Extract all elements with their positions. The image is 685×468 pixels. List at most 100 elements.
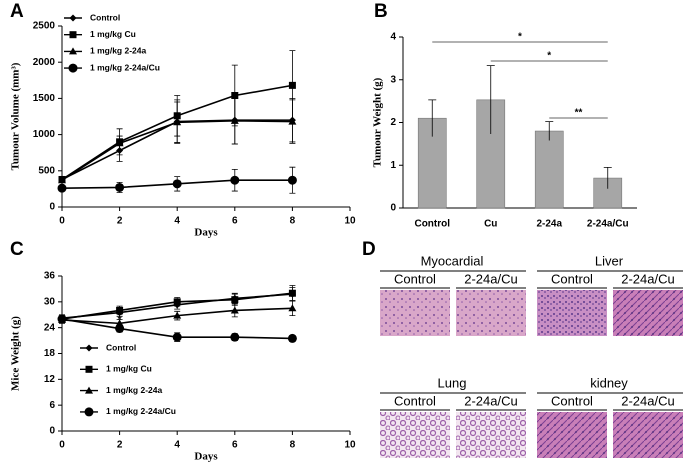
y-tick-label: 36	[44, 271, 56, 282]
group-label: Control	[394, 393, 436, 408]
histology-image	[613, 290, 683, 336]
marker	[288, 117, 297, 125]
legend-marker	[85, 365, 93, 373]
marker	[172, 332, 182, 342]
x-tick-label: Control	[414, 219, 450, 230]
group-label: 2-24a/Cu	[464, 271, 517, 286]
x-tick-label: 0	[59, 440, 65, 451]
y-tick-label: 500	[38, 165, 55, 176]
marker	[288, 289, 296, 297]
group-label: Control	[394, 271, 436, 286]
marker	[173, 298, 181, 306]
marker	[230, 306, 239, 314]
marker	[116, 306, 124, 314]
marker	[231, 92, 239, 100]
error-bar	[603, 166, 612, 189]
panel-label: B	[374, 1, 388, 22]
y-tick-label: 0	[49, 426, 55, 437]
histology-image	[380, 290, 450, 336]
marker	[115, 139, 124, 147]
x-tick-label: 4	[174, 216, 180, 227]
error-bar	[545, 121, 554, 141]
legend-marker	[69, 14, 77, 22]
significance-label: **	[575, 108, 583, 119]
y-tick-label: 2000	[33, 57, 56, 68]
tissue-label: Lung	[438, 375, 467, 390]
y-axis-label: Tumour Weight (g)	[372, 77, 384, 167]
legend-marker	[69, 31, 77, 39]
y-tick-label: 30	[44, 296, 56, 307]
legend-marker	[85, 344, 93, 352]
x-tick-label: 8	[290, 216, 296, 227]
histology-image	[613, 412, 683, 458]
x-tick-label: 0	[59, 216, 65, 227]
legend-marker	[69, 47, 77, 55]
marker	[57, 183, 67, 193]
x-tick-label: 2	[117, 440, 123, 451]
y-tick-label: 2500	[33, 21, 56, 32]
y-tick-label: 24	[44, 322, 56, 333]
x-tick-label: 8	[290, 440, 296, 451]
y-tick-label: 1	[390, 160, 396, 171]
histology-image	[537, 290, 607, 336]
panel-label: D	[362, 239, 376, 260]
y-axis-label: Mice Weight (g)	[10, 316, 22, 391]
legend-label: 1 mg/kg 2-24a/Cu	[106, 406, 176, 416]
group-label: 2-24a/Cu	[464, 393, 517, 408]
x-tick-label: 6	[232, 440, 238, 451]
marker	[115, 182, 125, 192]
tissue-label: Liver	[595, 253, 624, 268]
group-label: Control	[551, 393, 593, 408]
legend-label: 1 mg/kg Cu	[90, 29, 136, 39]
group-label: Control	[551, 271, 593, 286]
legend-label: 1 mg/kg 2-24a	[106, 385, 162, 395]
y-tick-label: 6	[49, 400, 55, 411]
marker	[288, 81, 296, 89]
panel-label: C	[10, 239, 24, 260]
x-tick-label: 10	[344, 440, 356, 451]
legend-marker	[68, 63, 78, 73]
y-tick-label: 18	[44, 348, 56, 359]
marker	[173, 311, 182, 319]
annotation: *	[118, 315, 122, 326]
x-tick-label: 6	[232, 216, 238, 227]
tissue-label: Myocardial	[421, 253, 484, 268]
x-tick-label: Cu	[484, 219, 497, 230]
marker	[173, 118, 182, 126]
significance-label: *	[518, 32, 522, 43]
legend-label: Control	[90, 12, 120, 22]
panel-label: A	[10, 1, 24, 22]
marker	[287, 333, 297, 343]
histology-image	[537, 412, 607, 458]
marker	[58, 176, 66, 184]
y-tick-label: 1500	[33, 93, 56, 104]
marker	[288, 304, 297, 312]
legend-label: Control	[106, 342, 136, 352]
group-label: 2-24a/Cu	[621, 271, 674, 286]
legend-marker	[85, 386, 93, 394]
significance-label: *	[547, 51, 551, 62]
y-tick-label: 3	[390, 74, 396, 85]
y-tick-label: 4	[390, 32, 396, 43]
y-tick-label: 1000	[33, 129, 56, 140]
histology-image	[456, 290, 526, 336]
x-tick-label: 2-24a/Cu	[587, 219, 629, 230]
bar	[534, 130, 564, 209]
x-tick-label: 2	[117, 216, 123, 227]
y-tick-label: 0	[390, 203, 396, 214]
marker	[115, 324, 125, 334]
y-tick-label: 0	[49, 202, 55, 213]
tissue-label: kidney	[590, 375, 628, 390]
marker	[230, 175, 240, 185]
marker	[231, 296, 239, 304]
error-bar	[486, 65, 495, 135]
error-bar	[428, 99, 437, 137]
x-tick-label: 4	[174, 440, 180, 451]
marker	[287, 175, 297, 185]
group-label: 2-24a/Cu	[621, 393, 674, 408]
y-tick-label: 2	[390, 117, 396, 128]
x-tick-label: 10	[344, 216, 356, 227]
marker	[57, 314, 67, 324]
